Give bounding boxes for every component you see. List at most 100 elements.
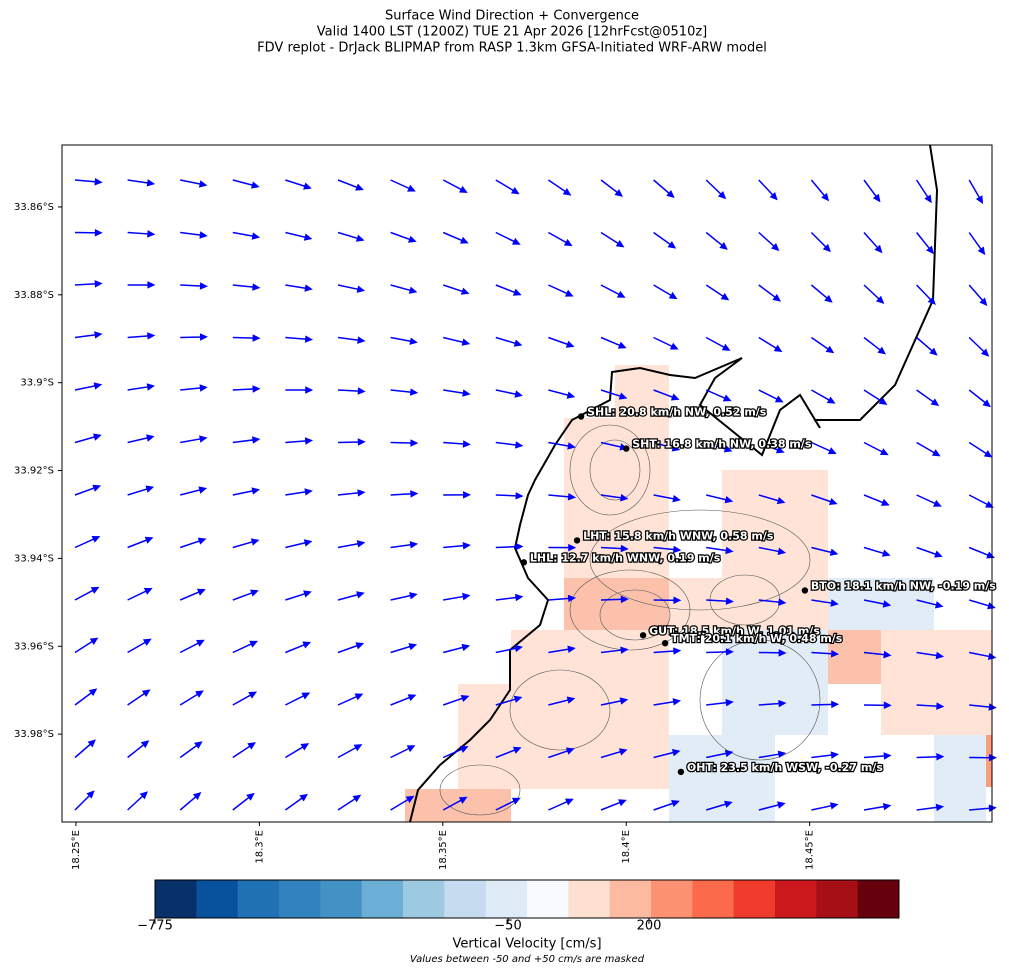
wind-arrow [916, 753, 945, 761]
wind-arrow [74, 382, 103, 391]
wind-arrow [811, 700, 840, 709]
wind-arrow [232, 436, 261, 444]
station-label: OHT: 23.5 km/h WSW, -0.27 m/s [687, 761, 883, 774]
wind-arrow [758, 750, 787, 759]
wind-arrow [706, 648, 734, 656]
wind-arrow [337, 489, 366, 497]
wind-arrow [810, 336, 835, 354]
wind-arrow [180, 333, 208, 341]
colorbar-segment [816, 880, 859, 918]
station-label: SHL: 20.8 km/h NW, 0.52 m/s [587, 406, 767, 419]
wind-arrow [443, 592, 471, 601]
wind-arrow [390, 694, 417, 706]
wind-arrow [179, 537, 207, 549]
wind-arrow [968, 284, 988, 306]
x-tick-label: 18.4°E [621, 830, 632, 864]
wind-arrow [653, 596, 682, 605]
wind-arrow [653, 231, 677, 249]
wind-arrow [495, 441, 524, 449]
wind-arrow [916, 651, 945, 660]
wind-arrow [495, 746, 522, 759]
wind-arrow [705, 284, 730, 301]
wind-arrow [548, 284, 574, 297]
wind-arrow [232, 231, 261, 240]
wind-arrow [285, 692, 311, 706]
wind-arrow [127, 587, 153, 601]
wind-arrow [600, 697, 629, 706]
station-marker [639, 632, 647, 639]
wind-arrow [863, 752, 892, 760]
wind-arrow [390, 284, 418, 294]
wind-arrow [285, 743, 310, 759]
wind-arrow [232, 385, 261, 393]
wind-arrow [968, 389, 991, 408]
wind-arrow [390, 179, 416, 192]
wind-arrow [705, 441, 733, 453]
wind-arrow [653, 179, 675, 199]
wind-arrow [180, 384, 208, 392]
wind-arrow [127, 689, 151, 706]
wind-arrow [74, 177, 103, 186]
wind-arrow [653, 389, 680, 401]
wind-arrow [495, 593, 524, 602]
wind-arrow [968, 441, 993, 458]
wind-arrow [811, 649, 840, 658]
wind-arrow [390, 231, 417, 243]
wind-arrow [916, 336, 938, 356]
wind-arrow [285, 284, 313, 292]
colorbar-note: Values between -50 and +50 cm/s are mask… [410, 954, 645, 965]
wind-arrow [705, 336, 731, 351]
wind-arrow [548, 747, 575, 759]
wind-arrow [232, 538, 260, 549]
wind-arrow [443, 336, 471, 346]
coastline [409, 144, 939, 823]
colorbar-segment [279, 880, 321, 918]
wind-arrow [232, 792, 255, 811]
wind-arrow [600, 799, 627, 811]
colorbar-segment [527, 880, 569, 918]
wind-arrow [337, 231, 365, 242]
wind-arrow [811, 494, 838, 506]
wind-arrow [758, 336, 783, 353]
wind-arrow [548, 493, 577, 501]
wind-arrow [863, 599, 892, 608]
y-tick-label: 33.94°S [14, 553, 54, 564]
wind-arrow [653, 799, 680, 811]
wind-arrow [758, 546, 787, 556]
wind-arrow [916, 599, 944, 609]
wind-arrow [179, 690, 204, 706]
wind-arrow [285, 539, 313, 549]
colorbar-label: Vertical Velocity [cm/s] [452, 937, 601, 952]
wind-arrow [232, 742, 256, 759]
wind-arrow [706, 749, 734, 759]
y-tick-label: 33.96°S [14, 641, 54, 652]
wind-arrow [337, 540, 366, 549]
wind-arrow [600, 284, 626, 298]
station-label: SHT: 16.8 km/h NW, 0.38 m/s [632, 438, 812, 451]
y-tick-label: 33.86°S [14, 202, 54, 213]
x-tick-label: 18.3°E [254, 830, 265, 864]
map [61, 144, 997, 823]
wind-arrow [758, 699, 787, 708]
wind-arrow [74, 229, 103, 237]
wind-arrow [600, 494, 629, 502]
wind-arrow [495, 284, 522, 296]
wind-arrow [337, 336, 366, 344]
x-tick-label: 18.35°E [438, 830, 449, 870]
wind-arrow [232, 487, 260, 496]
wind-arrow [916, 702, 945, 710]
wind-arrow [548, 389, 576, 399]
wind-arrow [337, 591, 365, 601]
wind-arrow [180, 435, 208, 444]
wind-arrow [337, 693, 364, 706]
wind-arrow [600, 231, 625, 248]
wind-arrow [758, 494, 786, 505]
wind-arrow [916, 494, 942, 507]
wind-arrow [653, 284, 678, 300]
wind-arrow [180, 231, 208, 239]
colorbar-segment [444, 880, 487, 918]
wind-arrow [443, 541, 471, 550]
colorbar-frame [154, 879, 900, 919]
wind-arrow [495, 389, 523, 398]
